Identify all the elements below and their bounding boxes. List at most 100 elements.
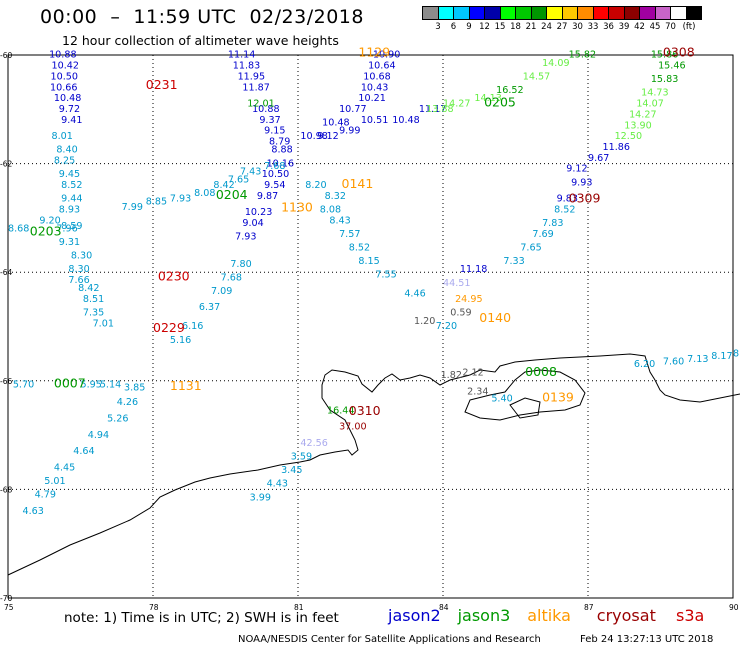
wave-height-label: 0.59 (450, 308, 471, 319)
wave-height-label: 8.30 (71, 251, 92, 262)
color-scale-label: 24 (541, 22, 552, 32)
wave-height-label: 8.01 (52, 131, 73, 142)
wave-height-label: 10.43 (361, 82, 388, 93)
wave-height-label: 8.40 (56, 145, 77, 156)
wave-height-label: 2.12 (462, 367, 483, 378)
wave-height-label: 14.57 (523, 71, 550, 82)
color-scale-label: 6 (450, 22, 457, 32)
wave-height-label: 8.25 (54, 156, 75, 167)
color-scale-label: 21 (525, 22, 537, 32)
wave-height-label: 6.37 (199, 302, 220, 313)
wave-height-label: 8.30 (68, 264, 89, 275)
color-scale-label: 9 (466, 22, 472, 32)
wave-height-label: 9.12 (566, 164, 587, 175)
lon-tick-label: 87 (584, 603, 594, 612)
wave-height-label: 14.07 (636, 99, 663, 110)
legend-cryosat: cryosat (596, 606, 656, 625)
wave-height-label: 42.56 (300, 438, 327, 449)
map-subtitle: 12 hour collection of altimeter wave hei… (62, 33, 339, 48)
coastline-path (7, 353, 740, 576)
lat-lon-grid (7, 54, 734, 599)
color-scale-bar (422, 6, 702, 20)
wave-height-label: 10.98 (300, 131, 327, 142)
pass-time-label: 0310 (349, 403, 381, 418)
wave-height-label: 9.72 (59, 104, 80, 115)
wave-height-label: 7.57 (339, 229, 360, 240)
wave-height-label: 9.67 (588, 153, 609, 164)
wave-height-label: 4.45 (54, 462, 75, 473)
island-path (509, 397, 541, 419)
wave-height-label: 16.52 (496, 85, 523, 96)
wave-height-label: 8.42 (78, 283, 99, 294)
lat-tick-label: -62 (0, 160, 12, 169)
wave-height-label: 9.83 (557, 194, 578, 205)
wave-height-label: 4.94 (88, 430, 109, 441)
color-scale-label: 3 (435, 22, 441, 32)
wave-height-label: 10.51 (361, 115, 388, 126)
wave-height-label: 9.99 (339, 126, 360, 137)
wave-height-label: 4.63 (23, 506, 44, 517)
wave-height-label: 11.87 (242, 82, 269, 93)
wave-height-label: 11.95 (238, 71, 265, 82)
wave-height-label: 14.13 (474, 93, 501, 104)
wave-height-label: 10.48 (392, 115, 419, 126)
wave-height-label: 11.14 (228, 50, 255, 61)
wave-height-label: 7.93 (170, 194, 191, 205)
wave-height-label: 14.27 (443, 99, 470, 110)
wave-height-label: 11.86 (603, 142, 630, 153)
wave-height-label: 8.68 (8, 223, 29, 234)
wave-height-label: 5.01 (44, 476, 65, 487)
lon-tick-label: 84 (439, 603, 449, 612)
antarctic-coastline (7, 353, 740, 576)
lat-tick-label: -60 (0, 51, 12, 60)
wave-height-label: 6.16 (182, 321, 203, 332)
wave-height-label: 9.31 (59, 237, 80, 248)
wave-height-label: 14.09 (542, 58, 569, 69)
pass-time-label: 0141 (342, 176, 374, 191)
wave-height-label: 9.45 (59, 169, 80, 180)
wave-height-label: 7.96 (56, 223, 77, 234)
wave-height-label: 4.64 (73, 446, 94, 457)
wave-height-label: 4.46 (404, 289, 425, 300)
wave-height-label: 10.42 (52, 61, 79, 72)
wave-height-label: 5.16 (170, 335, 191, 346)
wave-height-label: 6.20 (634, 359, 655, 370)
wave-height-label: 7.60 (663, 357, 684, 368)
altimeter-tracks: 10.8810.4210.5010.6610.489.729.4111.1411… (8, 50, 740, 517)
wave-height-label: 7.20 (436, 321, 457, 332)
wave-height-label: 9.41 (61, 115, 82, 126)
wave-height-label: 7.65 (228, 175, 249, 186)
wave-height-label: 7.69 (532, 229, 553, 240)
axis-tick-labels: 75 78 81 84 87 90 -60 -62 -64 -66 -68 -70 (0, 51, 739, 612)
wave-height-label: 1.20 (414, 316, 435, 327)
wave-height-label: 9.12 (317, 131, 338, 142)
color-scale-label: 42 (634, 22, 645, 32)
pass-time-label: 1131 (170, 378, 202, 393)
wave-height-label: 10.77 (339, 104, 366, 115)
wave-height-label: 12.01 (247, 99, 274, 110)
wave-height-label: 7.35 (83, 308, 104, 319)
wave-height-label: 7.66 (68, 275, 89, 286)
color-scale-label: (ft) (682, 22, 696, 32)
wave-height-label: 3.99 (250, 492, 271, 503)
lon-tick-label: 90 (729, 603, 739, 612)
wave-height-label: 7.99 (122, 202, 143, 213)
wave-height-label: 7.43 (240, 166, 261, 177)
color-scale-label: 45 (649, 22, 661, 32)
wave-height-label: 8.17 (711, 351, 732, 362)
wave-height-label: 8.51 (83, 294, 104, 305)
wave-height-label: 8.42 (213, 180, 234, 191)
wave-height-label: 15.46 (658, 61, 685, 72)
wave-height-label: 8.15 (358, 256, 379, 267)
wave-height-label: 8.52 (349, 242, 370, 253)
wave-height-label: 8.08 (194, 188, 215, 199)
pass-time-label: 0203 (30, 223, 62, 238)
lat-tick-label: -70 (0, 594, 12, 603)
wave-height-label: 9.93 (571, 177, 592, 188)
wave-height-label: 7.55 (375, 270, 396, 281)
color-scale-label: 30 (572, 22, 583, 32)
color-scale-label: 18 (510, 22, 521, 32)
wave-height-label: 7.83 (542, 218, 563, 229)
pass-time-label: 1130 (281, 199, 313, 214)
color-scale-label: 39 (618, 22, 630, 32)
